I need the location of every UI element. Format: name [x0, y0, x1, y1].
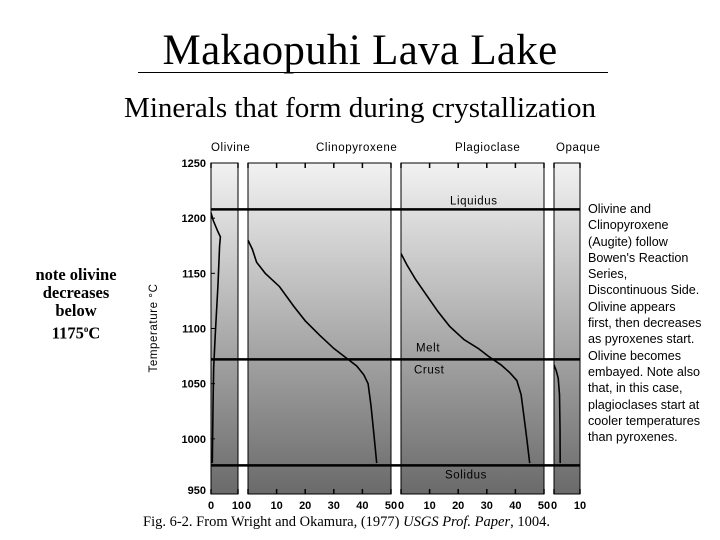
reference-label-liquidus: Liquidus — [450, 195, 498, 207]
y-tick-label: 950 — [188, 485, 206, 497]
curve-clinopyroxene — [247, 239, 378, 464]
curve-opaque — [553, 364, 561, 464]
x-tick-label-opaque: 0 — [551, 500, 557, 512]
x-tick-label-clinopyroxene: 30 — [328, 500, 340, 512]
slide-title: Makaopuhi Lava Lake — [162, 27, 558, 74]
olivine-note-line-3: below — [55, 301, 97, 320]
x-tick-label-plagioclase: 40 — [509, 500, 521, 512]
column-label-plagioclase: Plagioclase — [455, 142, 520, 154]
olivine-note-line-2: decreases — [42, 283, 110, 302]
y-tick-label: 1200 — [182, 213, 206, 225]
y-tick-label: 1000 — [182, 434, 206, 446]
y-tick-label: 1100 — [182, 324, 206, 336]
figure-caption: Fig. 6-2. From Wright and Okamura, (1977… — [143, 514, 550, 531]
x-tick-label-opaque: 10 — [574, 500, 586, 512]
panel-opaque — [553, 162, 581, 495]
x-tick-label-plagioclase: 30 — [481, 500, 493, 512]
panel-plagioclase — [400, 162, 545, 495]
olivine-note-degree: o — [83, 324, 89, 334]
olivine-note-temperature: 1175 — [51, 323, 84, 343]
olivine-note-unit: C — [88, 323, 101, 343]
reference-label-melt-crust: Melt — [416, 342, 440, 354]
x-tick-label-clinopyroxene: 20 — [299, 500, 311, 512]
x-tick-label-plagioclase: 20 — [452, 500, 464, 512]
x-tick-label-clinopyroxene: 0 — [245, 500, 251, 512]
column-label-olivine: Olivine — [211, 142, 250, 154]
x-tick-label-clinopyroxene: 50 — [385, 500, 397, 512]
x-tick-label-plagioclase: 10 — [423, 500, 435, 512]
x-tick-label-olivine: 0 — [208, 500, 214, 512]
curve-plagioclase — [400, 253, 531, 464]
caption-publication: USGS Prof. Paper — [403, 514, 511, 530]
olivine-note-line-4: 1175oC — [20, 320, 132, 343]
olivine-note: note olivine decreases below 1175oC — [20, 266, 132, 343]
x-tick-label-plagioclase: 0 — [398, 500, 404, 512]
y-tick-label: 1250 — [182, 158, 206, 170]
x-tick-label-olivine: 10 — [232, 500, 244, 512]
curve-olivine — [210, 212, 222, 464]
panel-clinopyroxene — [247, 162, 392, 495]
bowen-series-note: Olivine and Clinopyroxene (Augite) follo… — [588, 202, 702, 445]
title-underline — [138, 72, 608, 73]
slide-subtitle: Minerals that form during crystallizatio… — [124, 92, 596, 124]
reference-label-solidus: Solidus — [445, 469, 487, 481]
x-tick-label-clinopyroxene: 40 — [356, 500, 368, 512]
y-tick-label: 1050 — [182, 379, 206, 391]
reference-label-melt-crust-2: Crust — [414, 364, 445, 376]
y-axis-label: Temperature °C — [148, 283, 160, 372]
column-label-opaque: Opaque — [556, 142, 601, 154]
caption-suffix: , 1004. — [510, 514, 550, 530]
column-label-clinopyroxene: Clinopyroxene — [316, 142, 397, 154]
y-tick-label: 1150 — [182, 268, 206, 280]
x-tick-label-plagioclase: 50 — [538, 500, 550, 512]
x-tick-label-clinopyroxene: 10 — [270, 500, 282, 512]
caption-prefix: Fig. 6-2. From Wright and Okamura, (1977… — [143, 514, 404, 530]
olivine-note-line-1: note olivine — [35, 265, 117, 284]
